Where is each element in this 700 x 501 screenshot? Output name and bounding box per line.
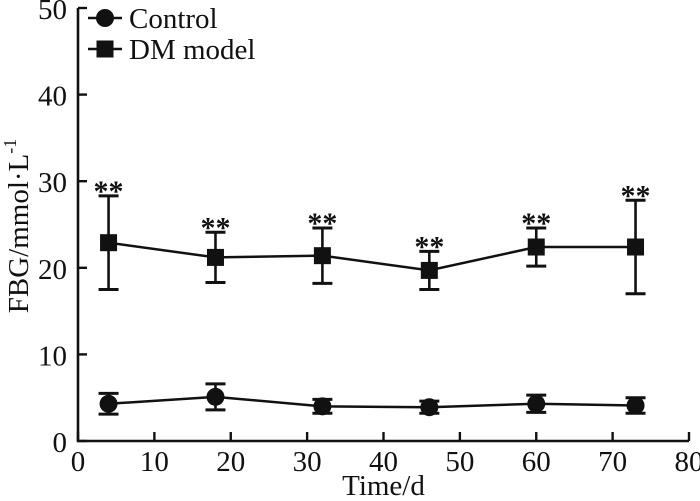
x-tick-label: 70 bbox=[598, 446, 627, 478]
x-tick-label: 10 bbox=[140, 446, 169, 478]
x-tick-label: 80 bbox=[675, 446, 700, 478]
significance-marker: ** bbox=[307, 207, 337, 240]
x-tick-label: 20 bbox=[216, 446, 245, 478]
legend-item-control: Control bbox=[88, 3, 218, 35]
data-point-marker bbox=[206, 387, 225, 406]
data-point-marker bbox=[626, 396, 645, 415]
legend-square-marker-icon bbox=[96, 40, 114, 58]
data-point-marker bbox=[420, 261, 438, 279]
series-line bbox=[108, 241, 636, 272]
data-point-marker bbox=[313, 247, 331, 265]
x-axis: 0 10 20 30 40 50 60 70 80 bbox=[71, 432, 700, 478]
axis-lines bbox=[76, 8, 689, 443]
data-point-marker bbox=[100, 234, 118, 252]
legend-label: DM model bbox=[129, 34, 255, 66]
y-tick-label: 0 bbox=[53, 427, 68, 459]
x-tick-label: 30 bbox=[293, 446, 322, 478]
data-point-marker bbox=[206, 248, 224, 266]
data-point-marker bbox=[420, 398, 439, 417]
x-tick-label: 60 bbox=[522, 446, 551, 478]
series-line bbox=[108, 395, 636, 409]
series-control bbox=[98, 382, 646, 417]
data-point-marker bbox=[527, 238, 545, 256]
y-axis: 0 10 20 30 40 50 bbox=[38, 0, 87, 459]
legend-item-dm-model: DM model bbox=[88, 34, 255, 66]
y-tick-label: 10 bbox=[38, 340, 67, 372]
data-point-marker bbox=[627, 238, 645, 256]
legend-circle-marker-icon bbox=[96, 9, 114, 27]
x-tick-label: 50 bbox=[445, 446, 474, 478]
x-axis-title: Time/d bbox=[342, 470, 425, 501]
x-tick-label: 0 bbox=[71, 446, 86, 478]
series-dm-model: ** ** ** ** ** ** bbox=[94, 175, 651, 296]
significance-marker: ** bbox=[521, 207, 551, 240]
y-tick-label: 30 bbox=[38, 167, 67, 199]
data-point-marker bbox=[527, 394, 546, 413]
x-tick-label: 40 bbox=[369, 446, 398, 478]
significance-marker: ** bbox=[200, 211, 230, 244]
y-tick-label: 50 bbox=[38, 0, 67, 26]
data-point-marker bbox=[99, 394, 118, 413]
y-tick-label: 20 bbox=[38, 254, 67, 286]
data-point-marker bbox=[313, 397, 332, 416]
significance-marker: ** bbox=[414, 230, 444, 263]
legend-label: Control bbox=[129, 3, 218, 35]
significance-marker: ** bbox=[94, 175, 124, 208]
significance-marker: ** bbox=[621, 179, 651, 212]
y-axis-title: FBG/mmol·L-1 bbox=[0, 139, 35, 314]
y-tick-label: 40 bbox=[38, 81, 67, 113]
